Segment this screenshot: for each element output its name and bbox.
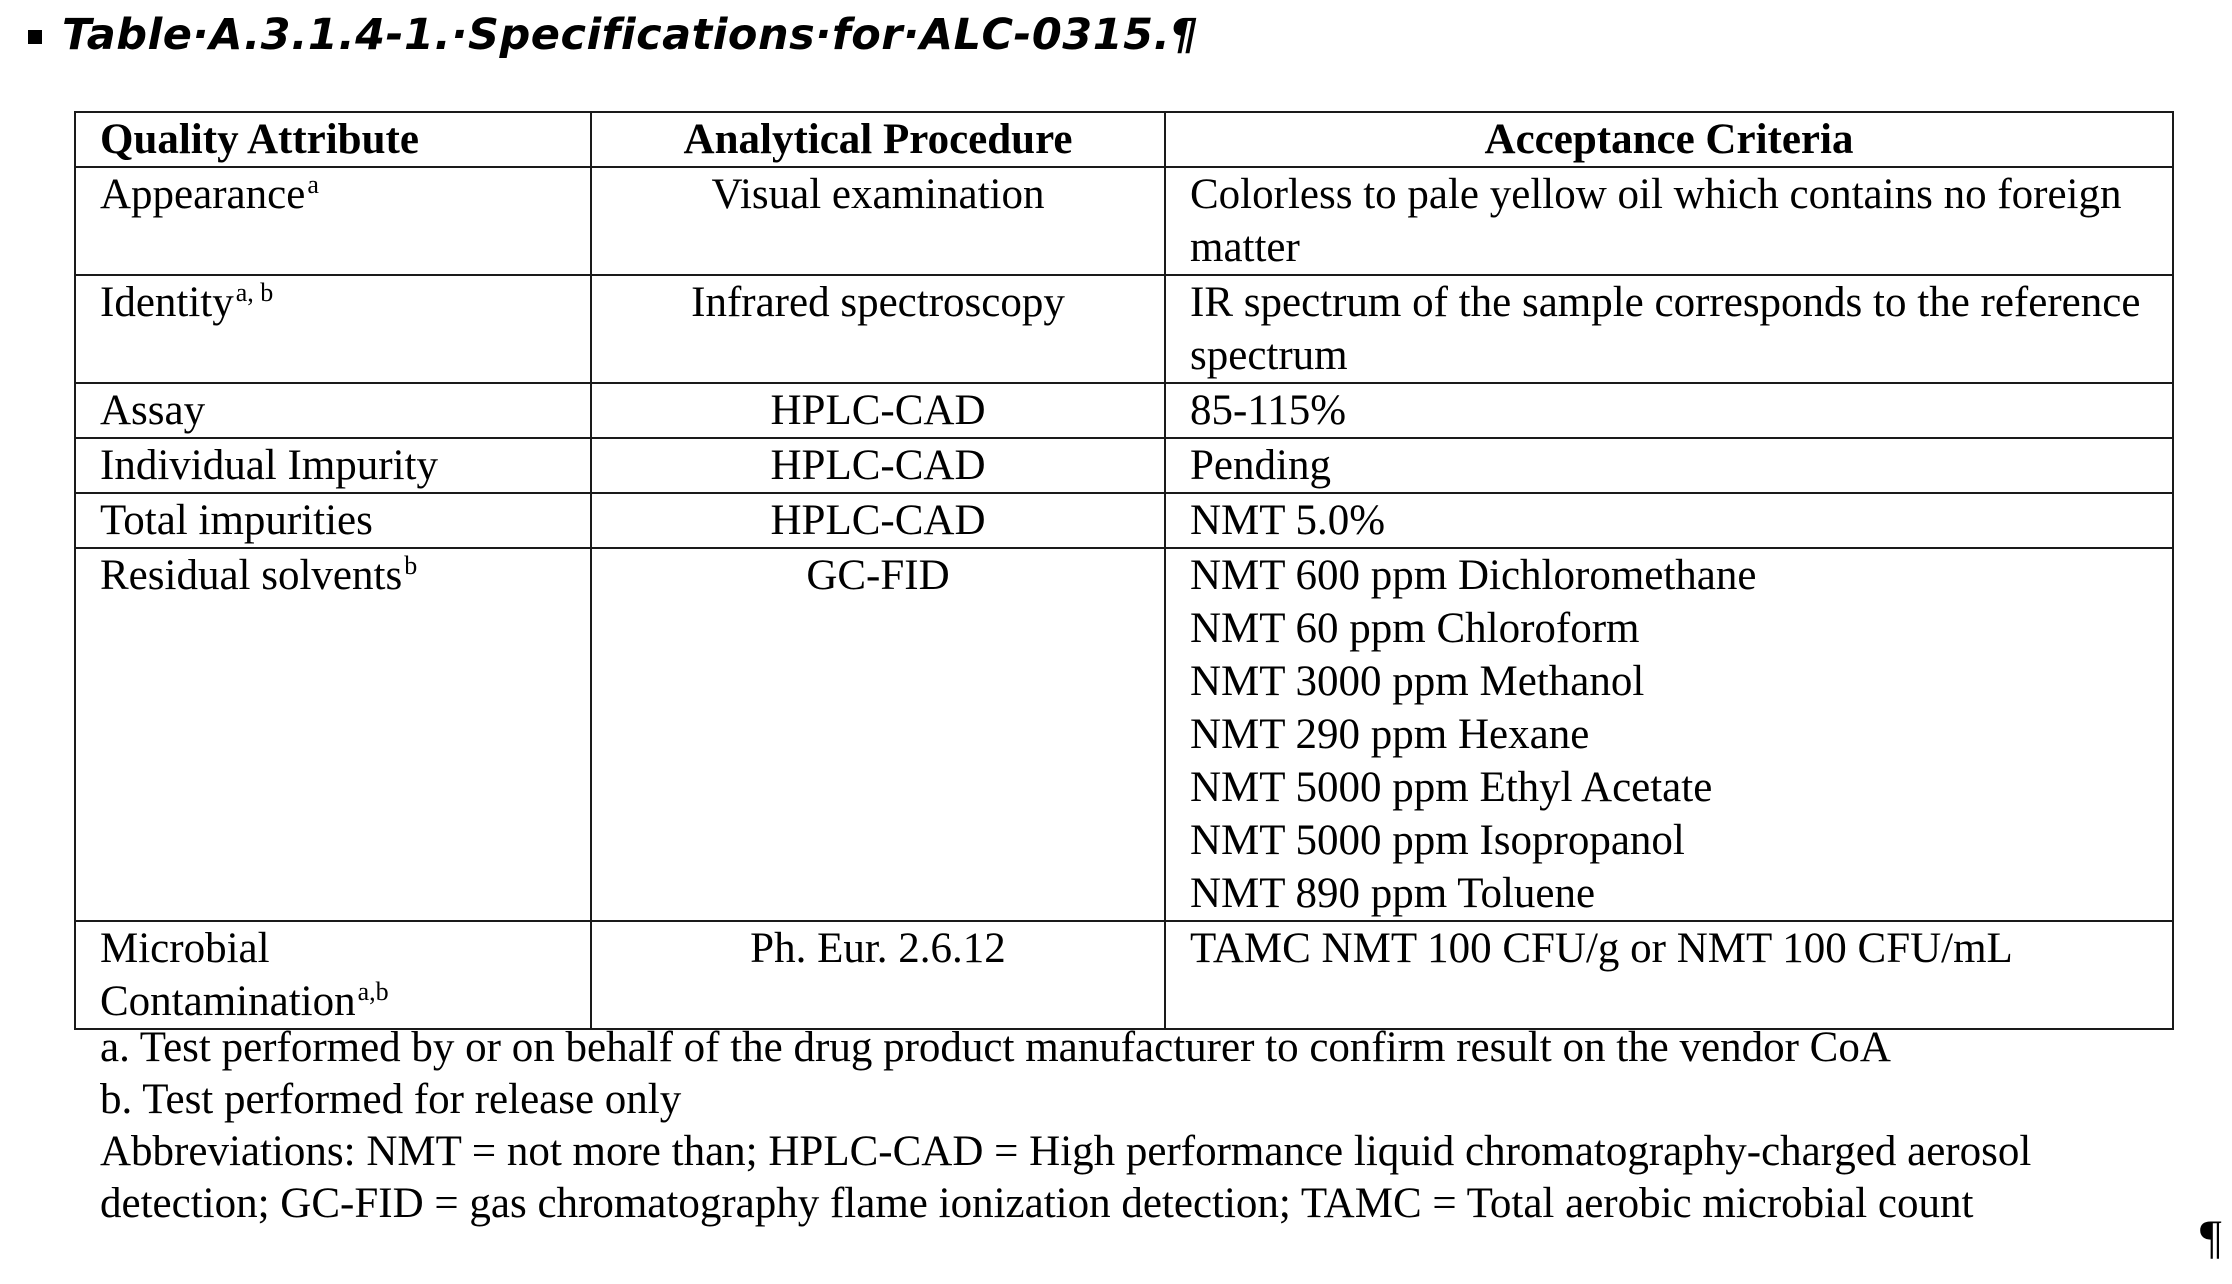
table-row: Assay HPLC-CAD 85-115% xyxy=(74,382,2174,439)
attribute-cell: Appearancea xyxy=(74,166,592,276)
criteria-cell: NMT 600 ppm Dichloromethane NMT 60 ppm C… xyxy=(1164,547,2174,922)
criteria-text: NMT 600 ppm Dichloromethane xyxy=(1190,552,1757,599)
criteria-cell: TAMC NMT 100 CFU/g or NMT 100 CFU/mL xyxy=(1164,920,2174,1030)
criteria-text: NMT 60 ppm Chloroform xyxy=(1190,605,1640,652)
footnote-ref: a, b xyxy=(235,278,274,307)
attribute-cell: Identitya, b xyxy=(74,274,592,384)
criteria-cell: 85-115% xyxy=(1164,382,2174,439)
criteria-text: 85-115% xyxy=(1190,387,1347,434)
footnote-ref: a xyxy=(307,170,319,199)
attribute-text: Identity xyxy=(100,279,234,326)
criteria-text: NMT 890 ppm Toluene xyxy=(1190,870,1596,917)
table-footnotes: a. Test performed by or on behalf of the… xyxy=(100,1022,2190,1230)
criteria-text: NMT 3000 ppm Methanol xyxy=(1190,658,1645,705)
attribute-cell: Residual solventsb xyxy=(74,547,592,922)
header-quality-attribute: Quality Attribute xyxy=(74,111,592,168)
procedure-cell: Ph. Eur. 2.6.12 xyxy=(590,920,1166,1030)
table-row: Identitya, b Infrared spectroscopy IR sp… xyxy=(74,274,2174,384)
table-row: Total impurities HPLC-CAD NMT 5.0% xyxy=(74,492,2174,549)
criteria-text: Pending xyxy=(1190,442,1331,489)
procedure-cell: GC-FID xyxy=(590,547,1166,922)
attribute-cell: Assay xyxy=(74,382,592,439)
footnote-ref: a,b xyxy=(357,977,389,1006)
caption-text: Table·A.3.1.4-1.·Specifications·for·ALC-… xyxy=(62,10,1199,60)
procedure-cell: HPLC-CAD xyxy=(590,382,1166,439)
criteria-cell: Colorless to pale yellow oil which conta… xyxy=(1164,166,2174,276)
attribute-text: Assay xyxy=(100,387,206,434)
specifications-table: Quality Attribute Analytical Procedure A… xyxy=(74,111,2174,1030)
table-row: Residual solventsb GC-FID NMT 600 ppm Di… xyxy=(74,547,2174,922)
attribute-cell: Individual Impurity xyxy=(74,437,592,494)
attribute-text: Residual solvents xyxy=(100,552,403,599)
criteria-text: NMT 290 ppm Hexane xyxy=(1190,711,1590,758)
procedure-cell: Infrared spectroscopy xyxy=(590,274,1166,384)
table-row: Microbial Contaminationa,b Ph. Eur. 2.6.… xyxy=(74,920,2174,1030)
header-analytical-procedure: Analytical Procedure xyxy=(590,111,1166,168)
caption-bullet-icon xyxy=(28,30,42,44)
procedure-cell: HPLC-CAD xyxy=(590,437,1166,494)
table-header-row: Quality Attribute Analytical Procedure A… xyxy=(74,111,2174,168)
criteria-cell: Pending xyxy=(1164,437,2174,494)
procedure-cell: Visual examination xyxy=(590,166,1166,276)
attribute-text: Individual Impurity xyxy=(100,442,438,489)
criteria-text: IR spectrum of the sample corresponds to… xyxy=(1190,279,2141,379)
attribute-text: Total impurities xyxy=(100,497,373,544)
header-acceptance-criteria: Acceptance Criteria xyxy=(1164,111,2174,168)
abbreviations-note: Abbreviations: NMT = not more than; HPLC… xyxy=(100,1128,2032,1227)
criteria-text: NMT 5.0% xyxy=(1190,497,1386,544)
footnote-b: b. Test performed for release only xyxy=(100,1076,682,1123)
attribute-text: Appearance xyxy=(100,171,306,218)
criteria-cell: NMT 5.0% xyxy=(1164,492,2174,549)
criteria-text: TAMC NMT 100 CFU/g or NMT 100 CFU/mL xyxy=(1190,925,2013,972)
footnote-a: a. Test performed by or on behalf of the… xyxy=(100,1024,1891,1071)
attribute-cell: Total impurities xyxy=(74,492,592,549)
attribute-text: Microbial Contamination xyxy=(100,925,356,1025)
table-caption: Table·A.3.1.4-1.·Specifications·for·ALC-… xyxy=(28,6,1198,64)
footnote-ref: b xyxy=(404,551,418,580)
attribute-cell: Microbial Contaminationa,b xyxy=(74,920,592,1030)
criteria-text: NMT 5000 ppm Isopropanol xyxy=(1190,817,1685,864)
criteria-text: NMT 5000 ppm Ethyl Acetate xyxy=(1190,764,1713,811)
paragraph-mark: ¶ xyxy=(2200,1211,2222,1264)
procedure-cell: HPLC-CAD xyxy=(590,492,1166,549)
criteria-text: Colorless to pale yellow oil which conta… xyxy=(1190,171,2122,271)
criteria-cell: IR spectrum of the sample corresponds to… xyxy=(1164,274,2174,384)
table-row: Individual Impurity HPLC-CAD Pending xyxy=(74,437,2174,494)
table-row: Appearancea Visual examination Colorless… xyxy=(74,166,2174,276)
